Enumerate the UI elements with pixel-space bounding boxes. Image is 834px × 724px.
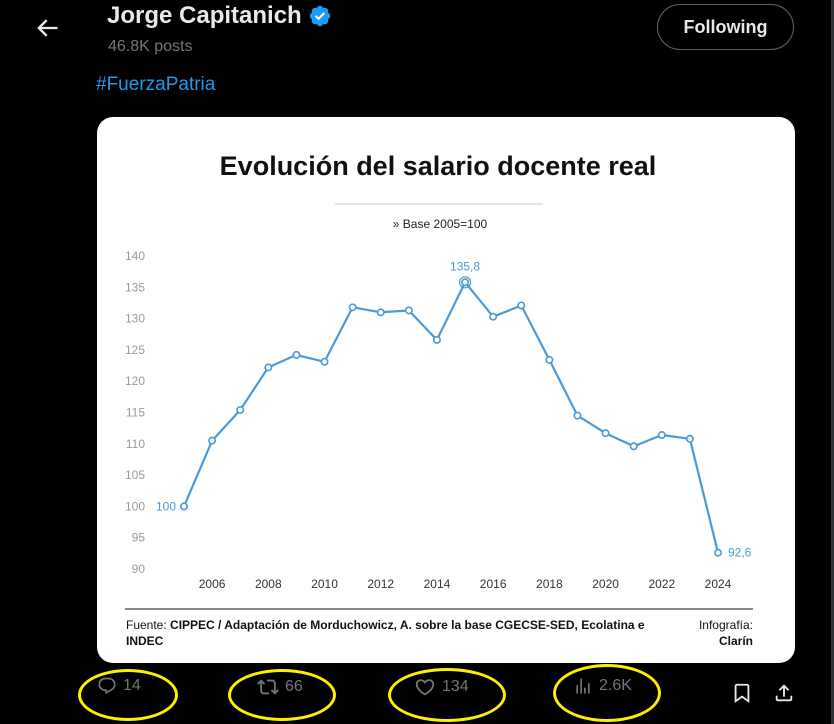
y-tick-label: 90 [132,562,146,576]
x-tick-label: 2024 [705,577,732,591]
data-point [264,363,273,372]
repost-button[interactable]: 66 [257,676,303,698]
x-tick-label: 2010 [311,577,338,591]
data-point [432,335,441,344]
x-tick-label: 2018 [536,577,563,591]
right-border [831,0,834,724]
data-point [208,436,217,445]
infographic-subtitle: » Base 2005=100 [393,217,488,231]
view-count: 2.6K [599,677,632,694]
y-tick-label: 110 [126,437,145,451]
y-tick-label: 95 [132,531,146,545]
reply-button[interactable]: 14 [97,676,141,696]
peak-point-ring [458,276,472,289]
tweet-actions: 14 66 134 2.6K [0,664,834,724]
reply-icon [98,677,116,695]
like-button[interactable]: 134 [414,676,469,698]
hashtag-link[interactable]: #FuerzaPatria [96,74,216,95]
repost-count: 66 [285,678,303,695]
x-tick-label: 2020 [592,577,619,591]
x-tick-label: 2008 [255,577,282,591]
y-tick-label: 100 [125,499,145,513]
credit-label: Infografía: [698,618,753,632]
data-point [320,357,329,366]
data-point [573,411,582,420]
tweet-image[interactable]: Evolución del salario docente real » Bas… [97,117,795,663]
x-tick-label: 2006 [199,577,226,591]
credit-name: Clarín [718,634,753,648]
data-point [180,502,189,511]
data-point [545,355,554,364]
share-button[interactable] [773,682,795,709]
series-line [182,281,720,553]
data-point [713,548,722,557]
data-point [236,405,245,414]
data-point [376,308,385,317]
repost-icon [257,679,279,695]
reply-count: 14 [123,677,141,694]
data-point [629,442,638,451]
data-label: 100 [156,499,176,513]
data-point [601,429,610,438]
y-tick-label: 135 [125,280,145,294]
data-label: 92,6 [728,546,752,560]
x-tick-label: 2016 [480,577,507,591]
verified-badge-icon [309,5,330,27]
data-point [685,434,694,443]
following-button[interactable]: Following [657,4,794,50]
data-label: 135,8 [450,259,480,273]
y-tick-label: 130 [125,312,145,326]
analytics-icon [576,678,590,694]
source-note: Fuente: CIPPEC / Adaptación de Morduchow… [126,617,656,649]
y-tick-label: 140 [125,249,145,263]
bookmark-icon [734,683,750,704]
data-point [404,306,413,315]
x-tick-label: 2014 [424,577,451,591]
y-tick-label: 120 [125,374,145,388]
back-button[interactable] [33,14,61,42]
share-icon [775,684,793,702]
profile-name: Jorge Capitanich [107,2,302,29]
infographic-title: Evolución del salario docente real [220,151,657,181]
credit-note: Infografía: Clarín [699,617,753,649]
views-button[interactable]: 2.6K [573,676,632,696]
data-point [517,301,526,310]
x-tick-label: 2012 [367,577,394,591]
y-tick-label: 125 [125,343,145,357]
bookmark-button[interactable] [731,682,753,709]
x-tick-label: 2022 [648,577,675,591]
data-point [348,303,357,312]
y-tick-label: 105 [125,468,145,482]
heart-icon [415,679,435,696]
data-point [461,278,470,287]
post-count: 46.8K posts [108,38,193,55]
data-point [657,431,666,440]
source-text: CIPPEC / Adaptación de Morduchowicz, A. … [126,618,645,648]
source-prefix: Fuente: [126,618,171,632]
line-chart: Evolución del salario docente real » Bas… [125,151,753,610]
y-tick-label: 115 [126,406,145,420]
arrow-left-icon [37,19,58,37]
data-point [489,312,498,321]
like-count: 134 [442,678,469,695]
profile-name-row: Jorge Capitanich [107,2,332,30]
data-point [292,350,301,359]
